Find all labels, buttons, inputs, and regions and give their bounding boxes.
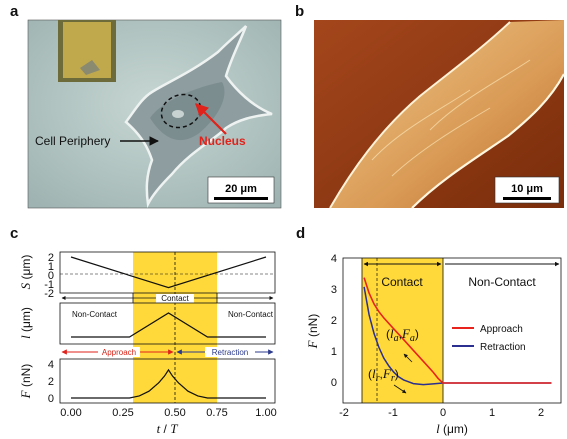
annotation-la-fa: (la,Fa) [386,326,419,344]
plot-d-xlabel: l (μm) [436,421,468,436]
d-x-tick-label: 2 [538,407,544,419]
plot-s-yticks: 2 1 0 -1 -2 [44,252,54,300]
c-x-tick-label: 1.00 [255,407,276,419]
d-y-tick-label: 4 [331,253,337,265]
approach-span-label: Approach [102,348,136,357]
plot-l-frame [59,302,276,345]
legend-d: Approach Retraction [452,324,526,353]
c-x-tick-label: 0.50 [164,407,185,419]
d-y-tick-label: 0 [331,377,337,389]
plot-c-xlabel: t / T [157,421,179,436]
panel-b-letter: b [295,3,304,20]
s-tick-label: -2 [44,288,54,300]
d-y-tick-label: 1 [331,346,337,358]
annotation-lr-fr: (lr,Fr) [368,366,399,384]
c-x-tick-label: 0.00 [60,407,81,419]
panel-c-letter: c [10,225,18,242]
approach-series [363,277,552,384]
f-tick-label: 2 [48,376,54,388]
legend-approach-label: Approach [480,324,523,335]
c-x-tick-label: 0.75 [206,407,227,419]
plot-d-yticks: 4 3 2 1 0 [331,253,337,389]
contact-label-bg-c [156,294,194,303]
scale-bar-label-a: 20 μm [225,183,257,195]
retraction-label-bg [205,347,255,357]
retraction-span-label: Retraction [212,348,248,357]
scale-bar-label-b: 10 μm [511,183,543,195]
contact-label-c: Contact [161,294,189,303]
plot-l-series [71,312,266,338]
plot-s-ylabel: S (μm) [18,255,33,290]
plot-f-yticks: 4 2 0 [48,359,54,405]
f-tick-label: 4 [48,359,54,371]
d-y-tick-label: 2 [331,315,337,327]
panel-a: a Cell Periphery Nucleus 20 μm [10,3,282,209]
plot-s-series [70,256,267,289]
approach-direction-arrow [403,353,413,363]
s-tick-label: 0 [48,270,54,282]
d-y-tick-label: 3 [331,284,337,296]
plot-d-xticks: -2 -1 0 1 2 [339,407,544,419]
afm-cell-body [330,20,564,208]
s-tick-label: 2 [48,252,54,264]
afm-cell-edge-right [411,73,565,209]
panel-d: d Contact Non-Contact (la,Fa) (lr,Fr) Ap… [296,225,562,436]
retraction-direction-arrow [393,384,407,394]
noncontact-right-label: Non-Contact [228,310,274,319]
panel-c: c 2 1 0 -1 -2 S (μm) Contact Non-Contact… [10,225,277,436]
plot-f-series [71,368,266,399]
noncontact-label-d: Non-Contact [468,275,536,289]
c-x-tick-label: 0.25 [112,407,133,419]
nucleus-arrow [195,103,227,135]
panel-b: b 10 μm [295,3,565,209]
scale-bar-a [214,197,268,200]
cell-periphery-label: Cell Periphery [35,134,110,148]
d-x-tick-label: -2 [339,407,349,419]
plot-s-frame [59,251,276,294]
approach-label-bg [98,347,140,357]
plot-d-ylabel: F (nN) [305,314,320,350]
s-tick-label: 1 [48,261,54,273]
afm-surface-texture [371,59,531,177]
panel-d-letter: d [296,225,305,242]
plot-f-ylabel: F (nN) [18,364,33,400]
nucleus-label: Nucleus [199,134,246,148]
d-x-tick-label: -1 [388,407,398,419]
afm-cell-edge-left [329,21,511,209]
panel-a-letter: a [10,3,19,20]
cell-body-shading [150,82,225,141]
plot-c-xticks: 0.00 0.25 0.50 0.75 1.00 [60,407,276,419]
f-tick-label: 0 [48,393,54,405]
scale-bar-b [503,197,551,200]
plot-f-frame [59,358,276,404]
d-x-tick-label: 1 [489,407,495,419]
d-x-tick-label: 0 [440,407,446,419]
contact-label-d: Contact [381,275,423,289]
s-tick-label: -1 [44,279,54,291]
nucleolus-spot [172,110,184,118]
plot-d-frame [342,257,562,404]
noncontact-left-label: Non-Contact [72,310,118,319]
cantilever-tip [80,60,100,75]
legend-retraction-label: Retraction [480,342,526,353]
plot-l-ylabel: l (μm) [18,307,33,339]
